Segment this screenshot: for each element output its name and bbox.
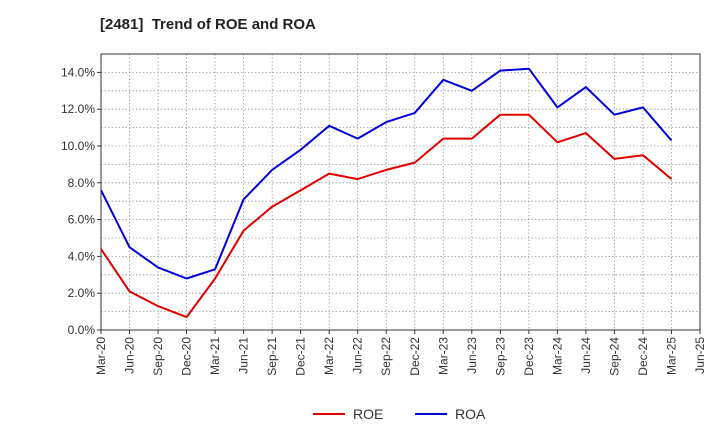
y-tick-label: 10.0%: [61, 139, 95, 153]
y-tick-label: 14.0%: [61, 65, 95, 79]
series-line-roa: [100, 67, 673, 280]
x-tick-label: Jun-20: [123, 337, 137, 374]
x-tick-label: Mar-22: [322, 337, 336, 375]
legend-label-roe: ROE: [353, 406, 383, 422]
x-tick-label: Jun-23: [465, 337, 479, 374]
y-tick-label: 6.0%: [68, 213, 96, 227]
x-tick-label: Jun-25: [693, 337, 707, 374]
x-tick-label: Dec-22: [408, 337, 422, 376]
legend-label-roa: ROA: [455, 406, 486, 422]
x-tick-label: Jun-24: [579, 337, 593, 374]
x-tick-label: Jun-22: [351, 337, 365, 374]
x-tick-label: Sep-20: [151, 337, 165, 376]
series-line-roe: [100, 113, 673, 319]
x-tick-label: Sep-24: [607, 337, 621, 376]
x-tick-label: Sep-21: [265, 337, 279, 376]
y-tick-label: 12.0%: [61, 102, 95, 116]
y-tick-label: 8.0%: [68, 176, 96, 190]
x-tick-label: Dec-23: [522, 337, 536, 376]
y-tick-label: 0.0%: [68, 323, 96, 337]
x-tick-label: Mar-24: [550, 337, 564, 375]
plot-frame: [100, 53, 701, 331]
x-tick-label: Mar-23: [436, 337, 450, 375]
y-tick-label: 4.0%: [68, 249, 96, 263]
x-tick-label: Sep-23: [493, 337, 507, 376]
y-tick-label: 2.0%: [68, 286, 96, 300]
x-tick-label: Dec-24: [636, 337, 650, 376]
x-tick-label: Sep-22: [379, 337, 393, 376]
x-tick-label: Mar-20: [94, 337, 108, 375]
chart-title: [2481] Trend of ROE and ROA: [100, 16, 316, 33]
x-tick-label: Mar-25: [664, 337, 678, 375]
x-tick-label: Mar-21: [208, 337, 222, 375]
x-tick-label: Dec-21: [294, 337, 308, 376]
x-tick-label: Jun-21: [237, 337, 251, 374]
x-tick-label: Dec-20: [180, 337, 194, 376]
